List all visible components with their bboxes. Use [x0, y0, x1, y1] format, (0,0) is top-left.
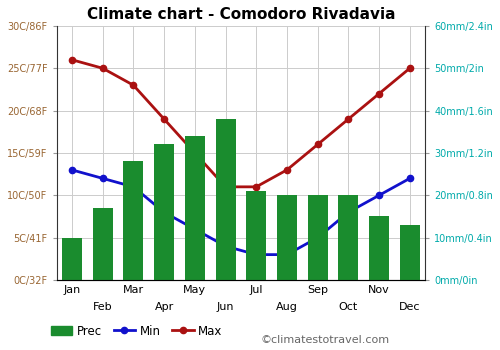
- Title: Climate chart - Comodoro Rivadavia: Climate chart - Comodoro Rivadavia: [86, 7, 395, 22]
- Legend: Prec, Min, Max: Prec, Min, Max: [46, 320, 228, 342]
- Bar: [62, 238, 82, 280]
- Bar: [246, 191, 266, 280]
- Bar: [154, 145, 174, 280]
- Text: ©climatestotravel.com: ©climatestotravel.com: [260, 335, 389, 345]
- Bar: [124, 161, 144, 280]
- Bar: [308, 195, 328, 280]
- Bar: [400, 225, 420, 280]
- Bar: [338, 195, 358, 280]
- Bar: [277, 195, 297, 280]
- Bar: [92, 208, 112, 280]
- Bar: [369, 217, 389, 280]
- Bar: [216, 119, 236, 280]
- Bar: [185, 136, 205, 280]
